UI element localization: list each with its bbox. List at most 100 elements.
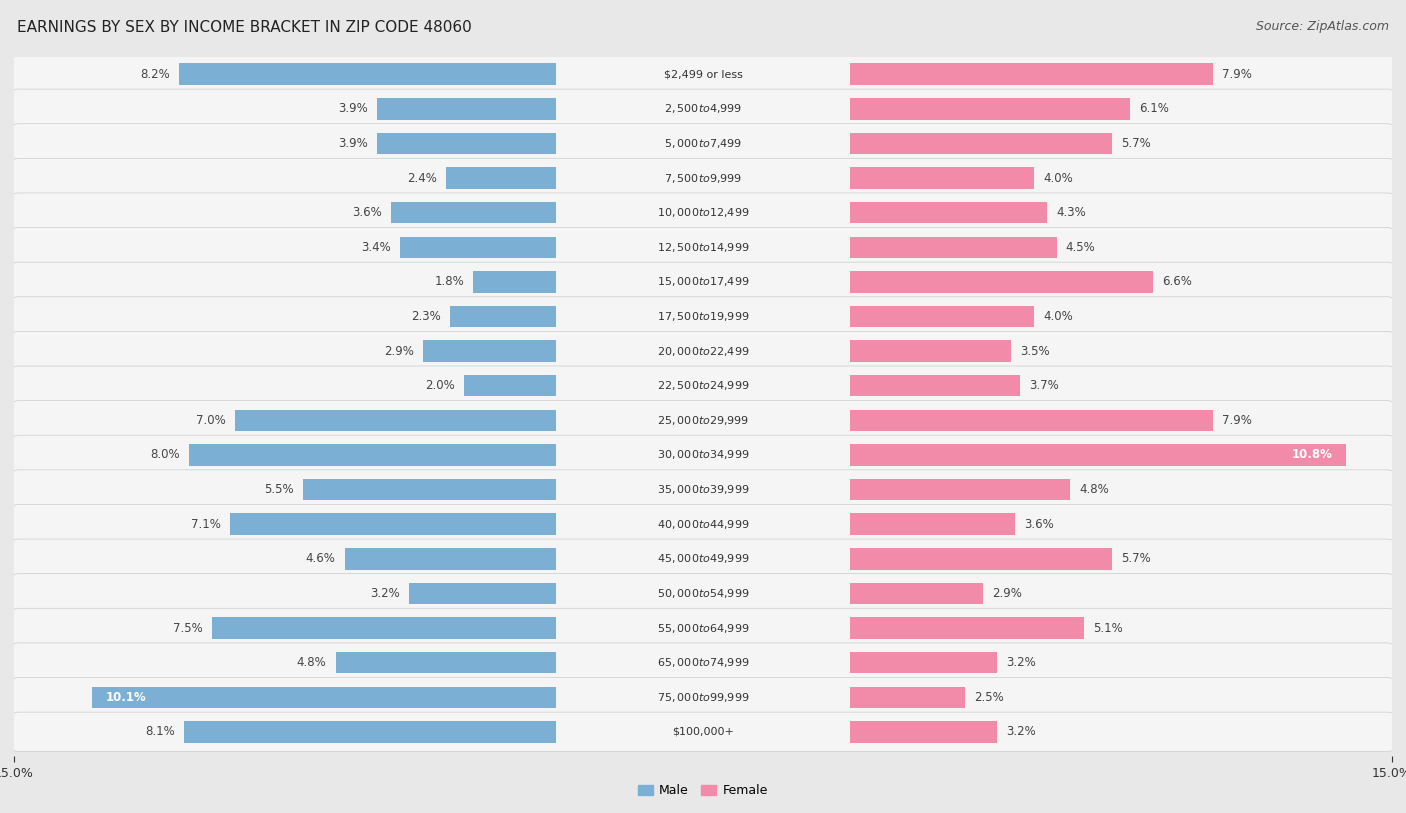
FancyBboxPatch shape: [11, 574, 1395, 613]
Legend: Male, Female: Male, Female: [633, 780, 773, 802]
FancyBboxPatch shape: [11, 401, 1395, 440]
Bar: [851, 444, 1346, 466]
FancyBboxPatch shape: [11, 262, 1395, 302]
Text: 4.0%: 4.0%: [1043, 310, 1073, 323]
Text: $7,500 to $9,999: $7,500 to $9,999: [664, 172, 742, 185]
Bar: [851, 686, 965, 708]
Text: 4.3%: 4.3%: [1057, 207, 1087, 220]
Bar: [344, 548, 555, 570]
Bar: [409, 583, 555, 604]
Text: $22,500 to $24,999: $22,500 to $24,999: [657, 379, 749, 392]
Text: $45,000 to $49,999: $45,000 to $49,999: [657, 552, 749, 565]
FancyBboxPatch shape: [11, 159, 1395, 198]
Bar: [851, 306, 1033, 328]
Bar: [474, 272, 555, 293]
Bar: [851, 167, 1033, 189]
Text: $10,000 to $12,499: $10,000 to $12,499: [657, 207, 749, 220]
Bar: [231, 514, 555, 535]
Text: $50,000 to $54,999: $50,000 to $54,999: [657, 587, 749, 600]
Bar: [211, 617, 555, 639]
Text: 5.7%: 5.7%: [1121, 137, 1150, 150]
Text: 3.9%: 3.9%: [337, 137, 368, 150]
Text: 7.0%: 7.0%: [195, 414, 225, 427]
Bar: [377, 133, 555, 154]
Bar: [450, 306, 555, 328]
Bar: [851, 272, 1153, 293]
Bar: [851, 202, 1047, 224]
Text: $17,500 to $19,999: $17,500 to $19,999: [657, 310, 749, 323]
Text: 4.0%: 4.0%: [1043, 172, 1073, 185]
Bar: [851, 375, 1019, 397]
Bar: [93, 686, 555, 708]
FancyBboxPatch shape: [11, 228, 1395, 267]
Text: $12,500 to $14,999: $12,500 to $14,999: [657, 241, 749, 254]
Bar: [184, 721, 555, 742]
Text: $2,500 to $4,999: $2,500 to $4,999: [664, 102, 742, 115]
Bar: [180, 63, 555, 85]
Bar: [851, 63, 1213, 85]
Bar: [851, 98, 1130, 120]
Text: $30,000 to $34,999: $30,000 to $34,999: [657, 449, 749, 462]
Text: 7.1%: 7.1%: [191, 518, 221, 531]
Bar: [336, 652, 555, 673]
FancyBboxPatch shape: [11, 89, 1395, 128]
Text: 4.8%: 4.8%: [1080, 483, 1109, 496]
Text: $75,000 to $99,999: $75,000 to $99,999: [657, 691, 749, 704]
Bar: [851, 341, 1011, 362]
Text: $2,499 or less: $2,499 or less: [664, 69, 742, 79]
Text: Source: ZipAtlas.com: Source: ZipAtlas.com: [1256, 20, 1389, 33]
FancyBboxPatch shape: [11, 470, 1395, 509]
FancyBboxPatch shape: [11, 539, 1395, 579]
Bar: [851, 237, 1057, 258]
Bar: [377, 98, 555, 120]
Text: 3.4%: 3.4%: [361, 241, 391, 254]
FancyBboxPatch shape: [11, 712, 1395, 751]
Text: 3.6%: 3.6%: [352, 207, 381, 220]
FancyBboxPatch shape: [11, 643, 1395, 682]
Bar: [464, 375, 555, 397]
Text: 5.7%: 5.7%: [1121, 552, 1150, 565]
Text: $25,000 to $29,999: $25,000 to $29,999: [657, 414, 749, 427]
Text: 3.5%: 3.5%: [1019, 345, 1049, 358]
FancyBboxPatch shape: [11, 124, 1395, 163]
Text: $40,000 to $44,999: $40,000 to $44,999: [657, 518, 749, 531]
Text: 10.8%: 10.8%: [1291, 449, 1333, 462]
Text: 7.9%: 7.9%: [1222, 414, 1251, 427]
Text: 7.5%: 7.5%: [173, 621, 202, 634]
Text: $35,000 to $39,999: $35,000 to $39,999: [657, 483, 749, 496]
Text: $15,000 to $17,499: $15,000 to $17,499: [657, 276, 749, 289]
FancyBboxPatch shape: [11, 366, 1395, 406]
FancyBboxPatch shape: [11, 193, 1395, 233]
Text: $55,000 to $64,999: $55,000 to $64,999: [657, 621, 749, 634]
Text: 3.2%: 3.2%: [1007, 656, 1036, 669]
Text: 2.5%: 2.5%: [974, 691, 1004, 704]
Bar: [851, 548, 1112, 570]
Text: 3.9%: 3.9%: [337, 102, 368, 115]
Text: 3.7%: 3.7%: [1029, 379, 1059, 392]
Text: 2.9%: 2.9%: [384, 345, 413, 358]
Bar: [446, 167, 555, 189]
Text: 8.2%: 8.2%: [141, 67, 170, 80]
FancyBboxPatch shape: [11, 677, 1395, 717]
Text: 4.8%: 4.8%: [297, 656, 326, 669]
Bar: [423, 341, 555, 362]
Text: 2.3%: 2.3%: [412, 310, 441, 323]
Text: 3.6%: 3.6%: [1025, 518, 1054, 531]
Text: $20,000 to $22,499: $20,000 to $22,499: [657, 345, 749, 358]
Text: 2.0%: 2.0%: [425, 379, 456, 392]
Text: 2.4%: 2.4%: [406, 172, 437, 185]
FancyBboxPatch shape: [11, 297, 1395, 337]
FancyBboxPatch shape: [11, 504, 1395, 544]
Bar: [391, 202, 555, 224]
Text: 3.2%: 3.2%: [370, 587, 399, 600]
Bar: [851, 721, 997, 742]
Bar: [851, 410, 1213, 431]
Text: 6.1%: 6.1%: [1139, 102, 1170, 115]
Text: EARNINGS BY SEX BY INCOME BRACKET IN ZIP CODE 48060: EARNINGS BY SEX BY INCOME BRACKET IN ZIP…: [17, 20, 471, 35]
Text: 5.5%: 5.5%: [264, 483, 294, 496]
Text: 4.6%: 4.6%: [305, 552, 336, 565]
Text: $65,000 to $74,999: $65,000 to $74,999: [657, 656, 749, 669]
Bar: [304, 479, 555, 500]
Text: $100,000+: $100,000+: [672, 727, 734, 737]
Text: 8.0%: 8.0%: [150, 449, 180, 462]
